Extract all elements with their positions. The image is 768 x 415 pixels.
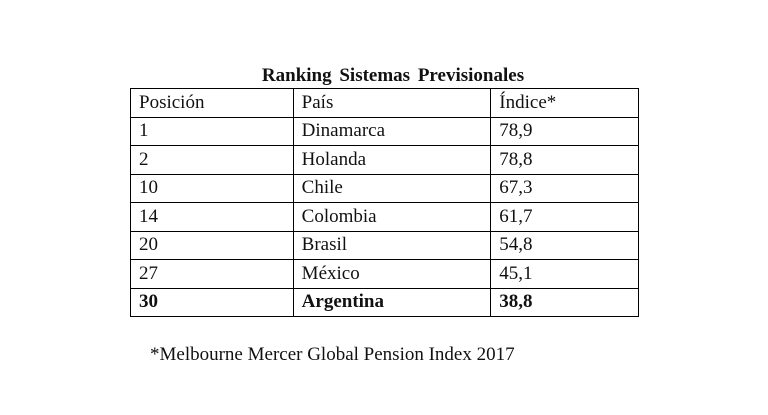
table-title: Ranking Sistemas Previsionales [261, 65, 525, 86]
cell-position: 10 [130, 173, 294, 203]
cell-country: Chile [292, 173, 492, 203]
cell-country: Colombia [292, 202, 492, 232]
table-row: 20 Brasil 54,8 [130, 230, 639, 260]
table-row: 27 México 45,1 [130, 259, 639, 289]
cell-index: 78,9 [490, 116, 639, 146]
header-position: Posición [130, 88, 294, 118]
table-row: 1 Dinamarca 78,9 [130, 116, 639, 146]
header-index: Índice* [490, 88, 639, 118]
table-row: 14 Colombia 61,7 [130, 202, 639, 232]
cell-index: 38,8 [490, 287, 639, 317]
cell-country: Dinamarca [292, 116, 492, 146]
header-country: País [292, 88, 492, 118]
cell-country: Brasil [292, 230, 492, 260]
table-row-highlighted: 30 Argentina 38,8 [130, 287, 639, 317]
footnote: *Melbourne Mercer Global Pension Index 2… [150, 344, 515, 365]
cell-index: 61,7 [490, 202, 639, 232]
table-row: 10 Chile 67,3 [130, 173, 639, 203]
cell-position: 30 [130, 287, 294, 317]
cell-position: 2 [130, 145, 294, 175]
cell-country: Argentina [292, 287, 492, 317]
cell-country: México [292, 259, 492, 289]
table-header-row: Posición País Índice* [130, 88, 639, 118]
cell-country: Holanda [292, 145, 492, 175]
ranking-table: Posición País Índice* 1 Dinamarca 78,9 2… [130, 88, 639, 317]
cell-index: 45,1 [490, 259, 639, 289]
cell-position: 20 [130, 230, 294, 260]
cell-index: 67,3 [490, 173, 639, 203]
cell-position: 27 [130, 259, 294, 289]
cell-index: 78,8 [490, 145, 639, 175]
cell-index: 54,8 [490, 230, 639, 260]
table-row: 2 Holanda 78,8 [130, 145, 639, 175]
cell-position: 1 [130, 116, 294, 146]
cell-position: 14 [130, 202, 294, 232]
